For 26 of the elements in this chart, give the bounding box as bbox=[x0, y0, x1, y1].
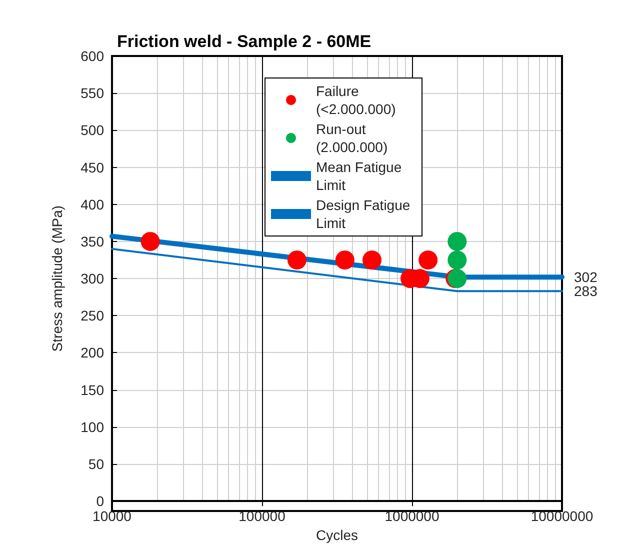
data-label: 302 bbox=[574, 269, 598, 286]
chart-title: Friction weld - Sample 2 - 60ME bbox=[117, 32, 372, 51]
legend-label: Failure (<2.000.000) bbox=[316, 83, 396, 117]
y-tick-label: 450 bbox=[80, 159, 104, 176]
y-axis-title: Stress amplitude (MPa) bbox=[49, 205, 65, 352]
y-tick-label: 0 bbox=[96, 493, 104, 510]
x-tick-label: 10000 bbox=[92, 508, 132, 524]
x-tick-label: 1000000 bbox=[384, 508, 440, 524]
y-tick-label: 550 bbox=[80, 85, 104, 102]
legend-label: Mean Fatigue Limit bbox=[316, 159, 406, 193]
y-tick-label: 300 bbox=[80, 270, 104, 287]
x-tick-label: 100000 bbox=[238, 508, 286, 524]
y-tick-label: 250 bbox=[80, 308, 104, 324]
legend-label: Run-out (2.000.000) bbox=[316, 121, 388, 155]
y-tick-label: 400 bbox=[80, 196, 104, 212]
y-tick-label: 350 bbox=[80, 233, 104, 250]
data-label: 283 bbox=[574, 283, 598, 300]
y-tick-label: 150 bbox=[80, 382, 104, 398]
y-tick-label: 200 bbox=[80, 344, 104, 361]
y-tick-label: 500 bbox=[80, 122, 104, 138]
y-tick-label: 600 bbox=[80, 48, 104, 64]
x-tick-label: 10000000 bbox=[530, 508, 594, 524]
y-tick-label: 50 bbox=[88, 456, 104, 472]
legend-label: Design Fatigue Limit bbox=[316, 197, 414, 231]
y-tick-label: 100 bbox=[80, 418, 104, 435]
x-axis-title: Cycles bbox=[316, 527, 358, 543]
